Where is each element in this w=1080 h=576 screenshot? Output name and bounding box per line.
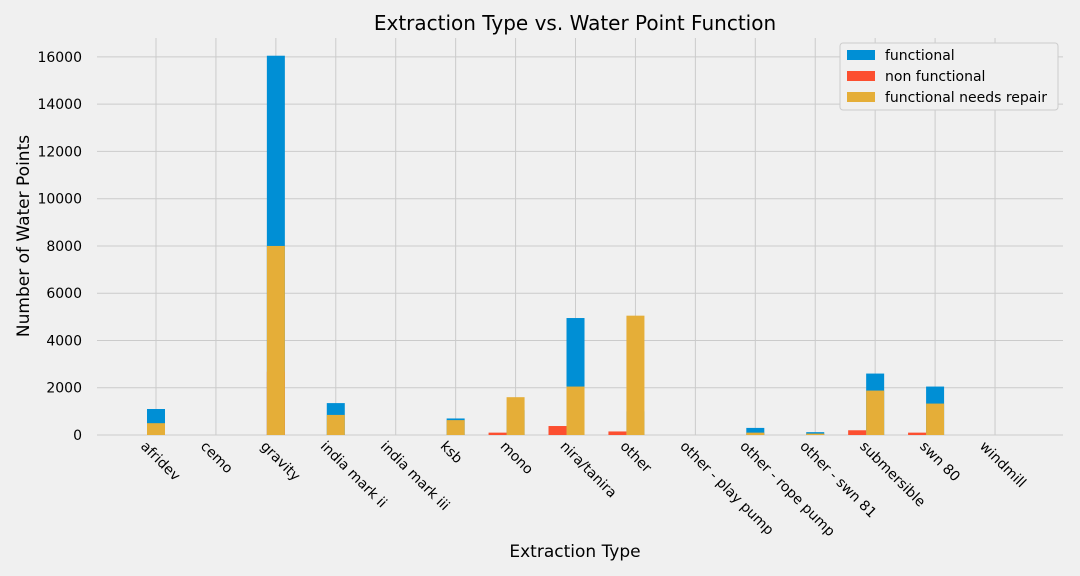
x-tick-label: afridev <box>137 439 183 485</box>
x-tick-label: cemo <box>197 439 236 478</box>
y-tick-label: 0 <box>73 428 82 444</box>
x-tick-label: mono <box>497 439 536 478</box>
legend: functional non functional functional nee… <box>839 42 1059 111</box>
bar-functional-other-rope-pump <box>746 427 765 435</box>
bar-functional-needs-repair-other-swn-81 <box>806 433 825 435</box>
bar-functional-needs-repair-submersible <box>866 390 885 435</box>
y-tick-labels: 0 2000 4000 6000 8000 10000 12000 14000 16000 <box>37 50 82 444</box>
x-tick-label: nira/tanira <box>557 439 620 502</box>
y-tick-label: 16000 <box>37 50 82 66</box>
y-axis-title: Number of Water Points <box>14 135 34 337</box>
bars <box>147 55 945 436</box>
grid-lines <box>97 38 1063 436</box>
legend-swatch-non-functional <box>847 71 875 81</box>
y-tick-label: 12000 <box>37 144 82 160</box>
y-tick-label: 10000 <box>37 192 82 208</box>
legend-box <box>839 42 1059 111</box>
bar-non-functional-swn-80 <box>908 432 927 435</box>
y-tick-label: 14000 <box>37 97 82 113</box>
bar-non-functional-mono <box>488 432 507 435</box>
legend-label-non-functional: non functional <box>885 69 985 85</box>
bar-functional-needs-repair-afridev <box>147 423 165 435</box>
bar-functional-needs-repair-ksb <box>446 420 465 435</box>
x-tick-label: other <box>617 439 655 477</box>
bar-functional-needs-repair-other-rope-pump <box>746 432 765 435</box>
bar-non-functional-submersible <box>848 430 867 435</box>
bar-functional-needs-repair-swn-80 <box>926 403 945 435</box>
x-tick-label: gravity <box>257 439 303 485</box>
bar-functional-needs-repair-india-mark-ii <box>326 414 345 435</box>
y-tick-label: 2000 <box>46 381 82 397</box>
y-tick-label: 8000 <box>46 239 82 255</box>
x-axis-title: Extraction Type <box>509 542 640 562</box>
bar-functional-needs-repair-mono <box>506 397 525 435</box>
legend-swatch-functional <box>847 50 875 60</box>
x-tick-label: windmill <box>976 439 1029 492</box>
x-tick-label: swn 80 <box>916 439 963 486</box>
legend-swatch-functional-needs-repair <box>847 92 875 102</box>
chart-title: Extraction Type vs. Water Point Function <box>374 11 776 35</box>
y-tick-label: 6000 <box>46 286 82 302</box>
x-tick-label: ksb <box>437 439 466 468</box>
bar-functional-needs-repair-other <box>626 315 645 435</box>
legend-label-functional-needs-repair: functional needs repair <box>885 90 1047 106</box>
bar-non-functional-nira-tanira <box>548 426 567 435</box>
bar-functional-needs-repair-nira-tanira <box>566 386 585 435</box>
legend-label-functional: functional <box>885 48 955 64</box>
y-tick-label: 4000 <box>46 333 82 349</box>
bar-functional-needs-repair-gravity <box>266 245 285 435</box>
bar-non-functional-other <box>608 431 627 435</box>
